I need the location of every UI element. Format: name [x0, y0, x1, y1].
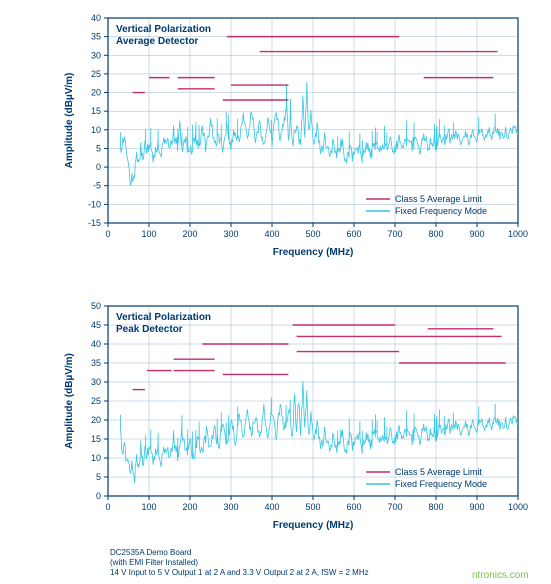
x-tick-label: 900 [469, 502, 484, 512]
x-tick-label: 100 [141, 502, 156, 512]
y-tick-label: 10 [91, 125, 101, 135]
watermark-text: ntronics.com [472, 570, 529, 581]
y-axis-label: Amplitude (dBµV/m) [64, 73, 75, 169]
x-tick-label: 700 [387, 502, 402, 512]
legend-label: Fixed Frequency Mode [395, 206, 487, 216]
y-tick-label: 25 [91, 396, 101, 406]
y-tick-label: 40 [91, 339, 101, 349]
caption-line: (with EMI Filter Installed) [110, 558, 369, 568]
y-tick-label: 50 [91, 301, 101, 311]
y-tick-label: 35 [91, 358, 101, 368]
x-tick-label: 300 [223, 229, 238, 239]
y-tick-label: 40 [91, 13, 101, 23]
chart-title-line: Peak Detector [116, 324, 183, 335]
y-tick-label: 10 [91, 453, 101, 463]
x-tick-label: 800 [428, 229, 443, 239]
x-tick-label: 100 [141, 229, 156, 239]
y-axis-label: Amplitude (dBµV/m) [64, 353, 75, 449]
x-tick-label: 1000 [508, 229, 528, 239]
y-tick-label: 20 [91, 415, 101, 425]
y-tick-label: 25 [91, 69, 101, 79]
y-tick-label: 0 [96, 162, 101, 172]
x-tick-label: 200 [182, 229, 197, 239]
y-tick-label: 30 [91, 50, 101, 60]
chart-title-line: Average Detector [116, 36, 199, 47]
legend-label: Class 5 Average Limit [395, 194, 482, 204]
chart-average-detector: 01002003004005006007008009001000-15-10-5… [60, 10, 528, 265]
x-tick-label: 300 [223, 502, 238, 512]
legend-label: Fixed Frequency Mode [395, 479, 487, 489]
x-tick-label: 700 [387, 229, 402, 239]
x-tick-label: 600 [346, 229, 361, 239]
x-tick-label: 0 [105, 229, 110, 239]
chart-svg: 01002003004005006007008009001000-15-10-5… [60, 10, 528, 265]
chart-title-line: Vertical Polarization [116, 24, 211, 35]
x-tick-label: 400 [264, 502, 279, 512]
chart-svg: 0 100 200 300 400 500 600 700 800 900 1000 0 5 10 15 20… [60, 298, 528, 538]
y-tick-label: 0 [96, 491, 101, 501]
y-tick-label: 30 [91, 377, 101, 387]
x-tick-label: 1000 [508, 502, 528, 512]
caption-line: DC2535A Demo Board [110, 548, 369, 558]
x-tick-label: 400 [264, 229, 279, 239]
legend-label: Class 5 Average Limit [395, 467, 482, 477]
x-tick-label: 500 [305, 229, 320, 239]
x-tick-label: 600 [346, 502, 361, 512]
x-axis-label: Frequency (MHz) [273, 247, 354, 258]
chart-peak-detector: 0 100 200 300 400 500 600 700 800 900 1000 0 5 10 15 20… [60, 298, 528, 538]
x-tick-label: 0 [105, 502, 110, 512]
x-axis-label: Frequency (MHz) [273, 520, 354, 531]
x-tick-label: 200 [182, 502, 197, 512]
caption-line: 14 V Input to 5 V Output 1 at 2 A and 3.… [110, 568, 369, 578]
y-tick-label: -5 [93, 181, 101, 191]
x-tick-label: 800 [428, 502, 443, 512]
x-tick-label: 900 [469, 229, 484, 239]
y-tick-label: 35 [91, 32, 101, 42]
y-tick-label: 15 [91, 434, 101, 444]
y-tick-label: 5 [96, 472, 101, 482]
y-tick-label: -10 [88, 199, 101, 209]
y-tick-label: 20 [91, 88, 101, 98]
page: 01002003004005006007008009001000-15-10-5… [0, 0, 551, 584]
figure-caption: DC2535A Demo Board(with EMI Filter Insta… [110, 548, 369, 578]
chart-title-line: Vertical Polarization [116, 312, 211, 323]
y-tick-label: 5 [96, 143, 101, 153]
watermark: ntronics.com [472, 570, 529, 581]
x-tick-label: 500 [305, 502, 320, 512]
y-tick-label: -15 [88, 218, 101, 228]
y-tick-label: 15 [91, 106, 101, 116]
y-tick-label: 45 [91, 320, 101, 330]
